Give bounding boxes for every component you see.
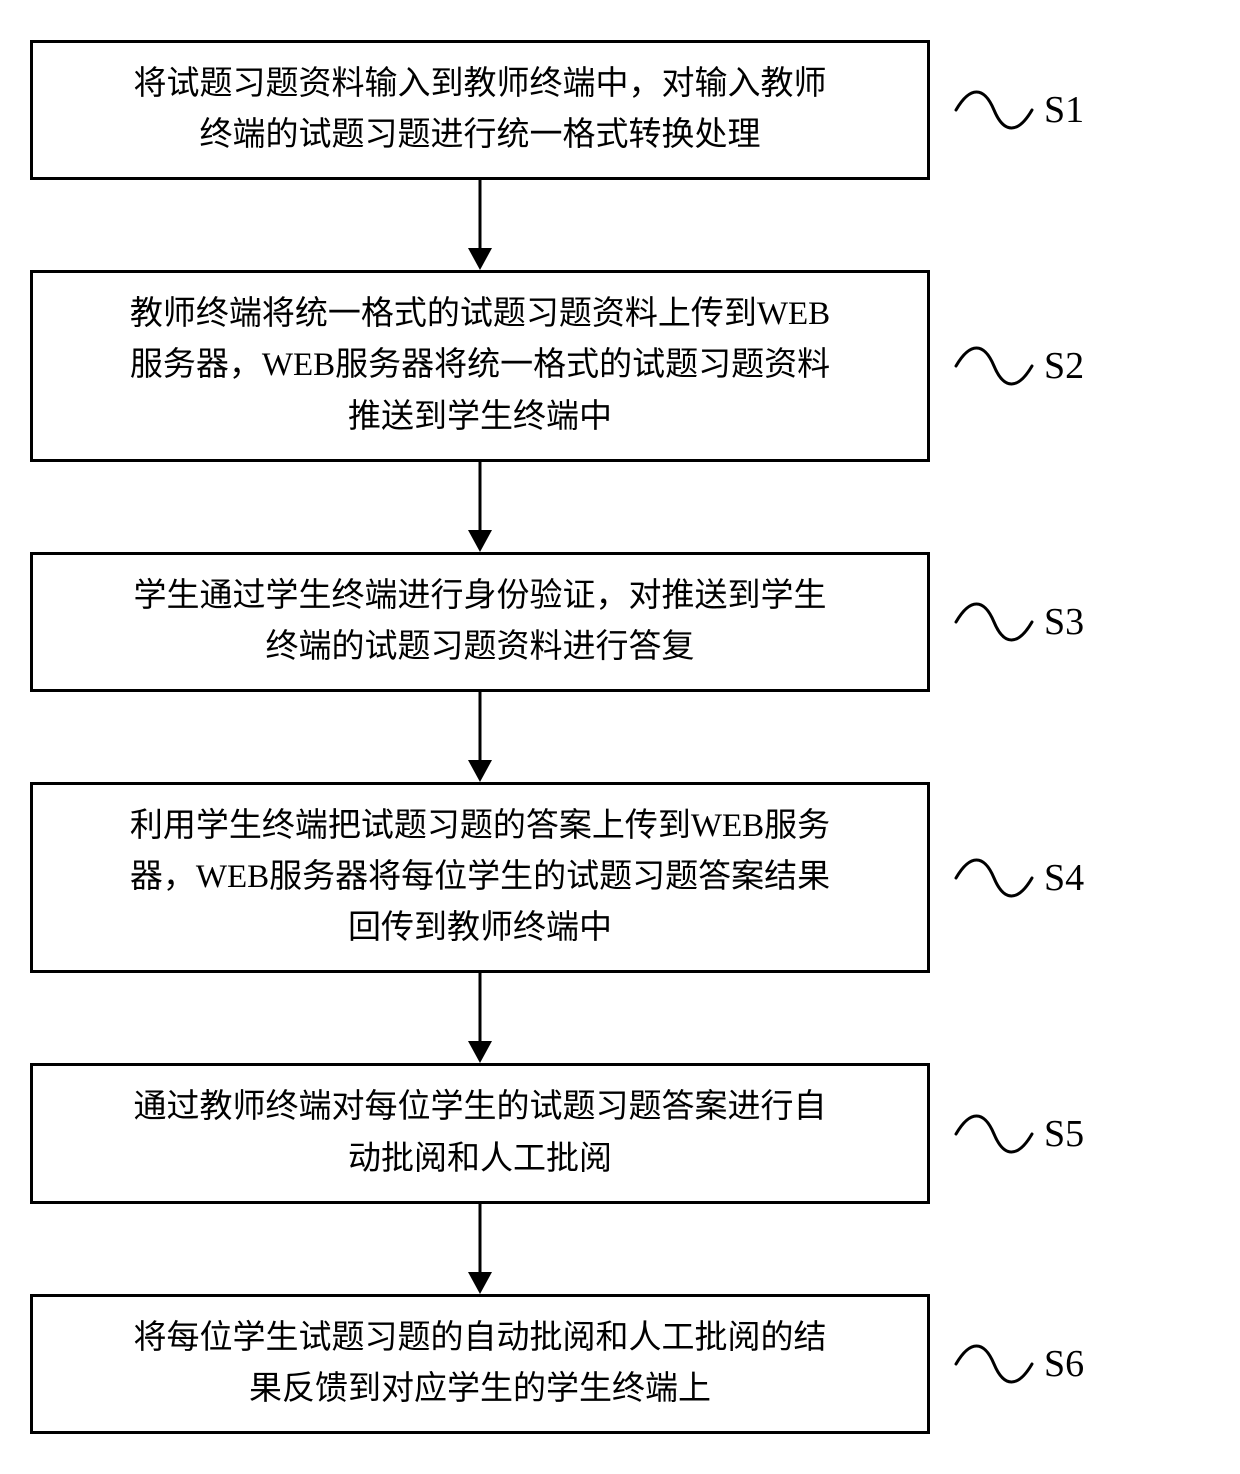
step-box-s1: 将试题习题资料输入到教师终端中，对输入教师终端的试题习题进行统一格式转换处理: [30, 40, 930, 180]
flowchart-container: 将试题习题资料输入到教师终端中，对输入教师终端的试题习题进行统一格式转换处理 S1…: [30, 40, 1210, 1434]
step-text-line: 动批阅和人工批阅: [61, 1134, 899, 1185]
step-box-s3: 学生通过学生终端进行身份验证，对推送到学生终端的试题习题资料进行答复: [30, 552, 930, 692]
step-box-s2: 教师终端将统一格式的试题习题资料上传到WEB服务器，WEB服务器将统一格式的试题…: [30, 270, 930, 461]
wave-connector-icon: [954, 594, 1034, 650]
step-text-line: 果反馈到对应学生的学生终端上: [61, 1364, 899, 1415]
step-box-s4: 利用学生终端把试题习题的答案上传到WEB服务器，WEB服务器将每位学生的试题习题…: [30, 782, 930, 973]
wave-connector-icon: [954, 1106, 1034, 1162]
step-label-group-s4: S4: [954, 850, 1084, 906]
step-row-s5: 通过教师终端对每位学生的试题习题答案进行自动批阅和人工批阅 S5: [30, 1063, 1210, 1203]
step-label-s2: S2: [1044, 344, 1084, 388]
step-label-group-s3: S3: [954, 594, 1084, 650]
arrow-connector: [30, 1204, 1210, 1294]
step-text-line: 终端的试题习题进行统一格式转换处理: [61, 110, 899, 161]
step-row-s6: 将每位学生试题习题的自动批阅和人工批阅的结果反馈到对应学生的学生终端上 S6: [30, 1294, 1210, 1434]
step-label-group-s5: S5: [954, 1106, 1084, 1162]
wave-connector-icon: [954, 338, 1034, 394]
step-row-s4: 利用学生终端把试题习题的答案上传到WEB服务器，WEB服务器将每位学生的试题习题…: [30, 782, 1210, 973]
step-text-line: 器，WEB服务器将每位学生的试题习题答案结果: [61, 852, 899, 903]
wave-connector-icon: [954, 850, 1034, 906]
arrow-down-icon: [460, 180, 500, 270]
wave-connector-icon: [954, 82, 1034, 138]
step-label-s4: S4: [1044, 856, 1084, 900]
arrow-down-icon: [460, 973, 500, 1063]
arrow-connector: [30, 180, 1210, 270]
step-label-s6: S6: [1044, 1342, 1084, 1386]
arrow-down-icon: [460, 1204, 500, 1294]
step-row-s3: 学生通过学生终端进行身份验证，对推送到学生终端的试题习题资料进行答复 S3: [30, 552, 1210, 692]
step-box-s5: 通过教师终端对每位学生的试题习题答案进行自动批阅和人工批阅: [30, 1063, 930, 1203]
step-row-s2: 教师终端将统一格式的试题习题资料上传到WEB服务器，WEB服务器将统一格式的试题…: [30, 270, 1210, 461]
step-label-s5: S5: [1044, 1112, 1084, 1156]
step-text-line: 将每位学生试题习题的自动批阅和人工批阅的结: [61, 1313, 899, 1364]
step-row-s1: 将试题习题资料输入到教师终端中，对输入教师终端的试题习题进行统一格式转换处理 S1: [30, 40, 1210, 180]
step-label-group-s1: S1: [954, 82, 1084, 138]
step-label-s1: S1: [1044, 88, 1084, 132]
step-text-line: 回传到教师终端中: [61, 903, 899, 954]
wave-connector-icon: [954, 1336, 1034, 1392]
step-label-group-s6: S6: [954, 1336, 1084, 1392]
step-text-line: 利用学生终端把试题习题的答案上传到WEB服务: [61, 801, 899, 852]
step-label-s3: S3: [1044, 600, 1084, 644]
step-text-line: 服务器，WEB服务器将统一格式的试题习题资料: [61, 340, 899, 391]
arrow-down-icon: [460, 462, 500, 552]
step-text-line: 通过教师终端对每位学生的试题习题答案进行自: [61, 1082, 899, 1133]
arrow-down-icon: [460, 692, 500, 782]
arrow-connector: [30, 973, 1210, 1063]
step-text-line: 终端的试题习题资料进行答复: [61, 622, 899, 673]
step-box-s6: 将每位学生试题习题的自动批阅和人工批阅的结果反馈到对应学生的学生终端上: [30, 1294, 930, 1434]
step-text-line: 推送到学生终端中: [61, 392, 899, 443]
step-text-line: 学生通过学生终端进行身份验证，对推送到学生: [61, 571, 899, 622]
step-text-line: 将试题习题资料输入到教师终端中，对输入教师: [61, 59, 899, 110]
step-label-group-s2: S2: [954, 338, 1084, 394]
step-text-line: 教师终端将统一格式的试题习题资料上传到WEB: [61, 289, 899, 340]
arrow-connector: [30, 692, 1210, 782]
arrow-connector: [30, 462, 1210, 552]
